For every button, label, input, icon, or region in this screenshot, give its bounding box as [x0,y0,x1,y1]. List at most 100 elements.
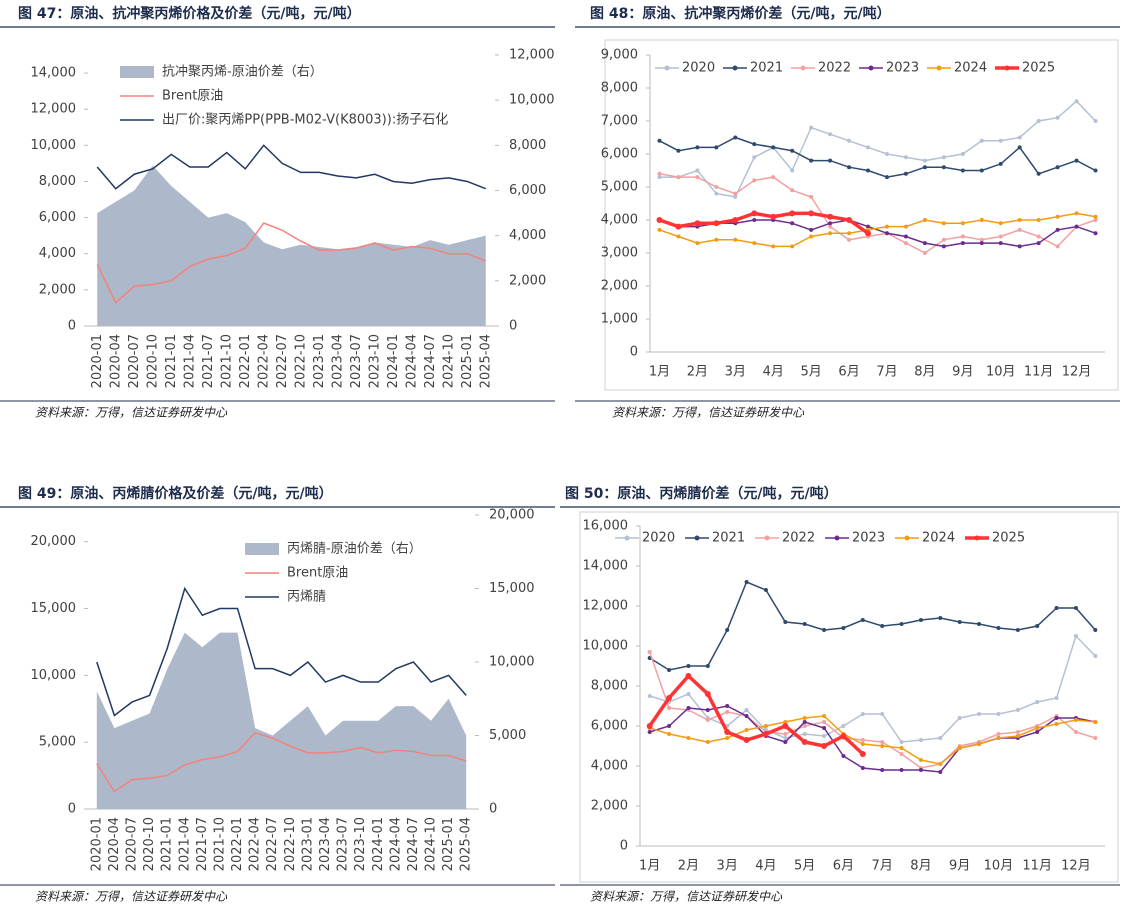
x-tick-label: 2021-07 [201,334,216,388]
marker [918,738,923,742]
marker [1073,730,1078,734]
marker [899,752,904,756]
marker [1035,726,1040,730]
x-tick-label: 2024-07 [423,334,438,388]
marker [733,135,738,140]
legend-label: 丙烯腈-原油价差（右） [287,542,422,557]
marker [903,241,908,246]
x-tick-label: 2020-04 [107,817,122,871]
marker [880,624,885,628]
marker [1093,231,1098,236]
marker [686,692,691,696]
x-tick-label: 2022-04 [248,817,263,871]
marker [918,768,923,772]
marker [790,188,795,193]
marker [847,231,852,236]
x-tick-label: 2022-07 [265,817,280,871]
marker [828,132,833,137]
chart-frame [579,511,1119,883]
marker [647,694,652,698]
y-tick-label: 10,000 [31,668,77,683]
marker [646,723,653,729]
x-tick-label: 1月 [649,365,670,380]
marker [1036,241,1041,246]
marker [979,237,984,242]
marker [1036,218,1041,222]
marker [763,588,768,592]
marker [903,171,908,176]
legend-marker [624,535,630,541]
marker [801,739,808,745]
y-tick-label: 12,000 [583,599,629,614]
marker [1015,628,1020,632]
y-tick-label: 2,000 [591,799,628,814]
marker [922,158,927,163]
marker [903,155,908,160]
marker [960,234,965,239]
marker [903,234,908,239]
marker [979,138,984,143]
marker [725,736,730,740]
y-tick-label: 8,000 [591,679,628,694]
x-tick-label: 7月 [872,859,893,874]
marker [667,706,672,710]
legend-marker [1004,65,1010,71]
figure-caption: 图 50：原油、丙烯腈价差（元/吨，元/吨） [565,485,838,502]
marker [1035,700,1040,704]
marker [1055,227,1060,232]
x-tick-label: 2020-04 [108,334,123,388]
marker [938,616,943,620]
marker [783,620,788,624]
marker [694,220,701,227]
marker [1015,734,1020,738]
x-tick-label: 2021-10 [212,817,227,871]
marker [686,706,691,710]
marker [667,668,672,672]
x-tick-label: 12月 [1061,859,1091,874]
source-note: 资料来源：万得，信达证券研发中心 [612,406,805,420]
marker [1093,214,1098,219]
marker [752,218,757,222]
y-tick-label: 7,000 [601,114,638,129]
legend-marker [834,535,840,541]
y-tick-label: 4,000 [601,213,638,228]
marker [841,626,846,630]
legend-label: 2022 [818,61,851,76]
x-tick-label: 2021-10 [219,334,234,388]
marker [1054,696,1059,700]
x-tick-label: 2020-01 [90,334,105,388]
y2-tick-label: 10,000 [509,93,555,108]
legend-marker [936,65,942,71]
x-tick-label: 2025-01 [460,334,475,388]
x-tick-label: 2022-10 [293,334,308,388]
marker [828,231,833,236]
legend-label: 2025 [1022,61,1055,76]
marker [647,730,652,734]
x-tick-label: 2024-07 [406,817,421,871]
marker [960,168,965,173]
marker [1093,628,1098,632]
y2-tick-label: 20,000 [489,508,535,523]
marker [809,194,814,199]
marker [1054,606,1059,610]
marker [802,724,807,728]
legend-label: Brent原油 [162,89,223,104]
marker [733,191,738,196]
x-tick-label: 11月 [1024,365,1054,380]
marker [725,704,730,708]
marker [705,740,710,744]
marker [957,620,962,624]
marker [657,175,662,180]
marker [1093,720,1098,724]
y2-tick-label: 10,000 [489,655,535,670]
line [658,211,870,235]
legend-label: 2021 [712,531,745,546]
x-tick-label: 2024-04 [404,334,419,388]
marker [686,736,691,740]
x-tick-label: 2022-01 [230,817,245,871]
marker [860,766,865,770]
y-tick-label: 4,000 [591,759,628,774]
marker [789,210,796,217]
line [659,219,1096,248]
marker [880,744,885,748]
